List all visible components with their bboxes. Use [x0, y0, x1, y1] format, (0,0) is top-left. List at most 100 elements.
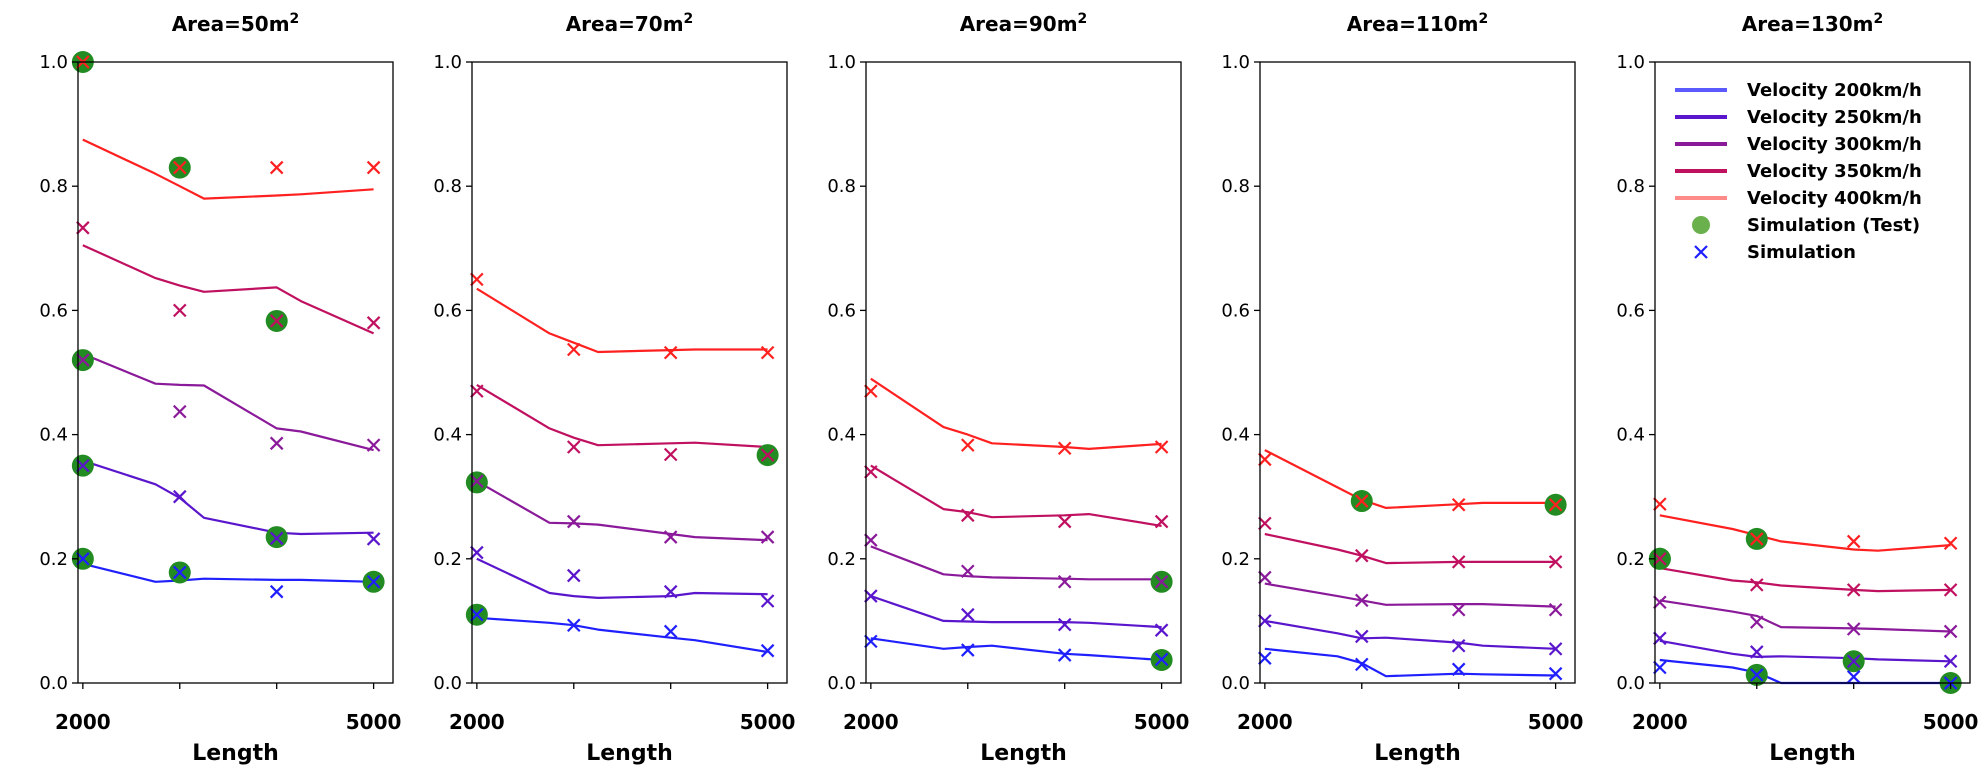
sim-marker	[1154, 652, 1169, 667]
sim-marker-stroke	[1548, 555, 1563, 569]
sim-marker-stroke	[663, 345, 678, 360]
sim-marker-stroke	[760, 345, 775, 360]
sim-marker	[1258, 651, 1272, 665]
sim-marker-stroke	[470, 474, 484, 488]
legend-label: Simulation	[1747, 242, 1856, 263]
sim-marker	[1653, 595, 1667, 610]
sim-marker-stroke	[470, 272, 484, 287]
series-line	[870, 464, 1162, 527]
sim-marker-stroke	[1354, 629, 1369, 644]
sim-marker-stroke	[366, 532, 381, 546]
y-tick-label: 0.6	[39, 300, 68, 321]
sim-marker	[1653, 497, 1667, 511]
series-line	[1659, 599, 1951, 633]
sim-marker-stroke	[1258, 614, 1272, 628]
series-line	[1264, 619, 1556, 650]
sim-marker-stroke	[1846, 583, 1861, 597]
x-tick-label: 5000	[740, 710, 796, 734]
plot-frame	[1654, 61, 1971, 684]
sim-marker-stroke	[269, 314, 284, 328]
title-prefix: Area=	[172, 12, 241, 36]
sim-marker-stroke	[1653, 631, 1667, 646]
sim-marker	[1451, 497, 1466, 512]
sim-marker-stroke	[172, 404, 187, 419]
sim-marker	[1451, 555, 1466, 569]
y-tick-label: 1.0	[39, 52, 68, 73]
sim-marker-stroke	[1354, 657, 1369, 672]
sim-marker	[864, 589, 878, 603]
sim-marker	[1653, 552, 1667, 566]
sim-marker	[663, 584, 678, 599]
legend-item: Simulation (Test)	[1692, 215, 1920, 236]
sim-marker-stroke	[760, 594, 775, 608]
sim-marker-stroke	[1057, 648, 1072, 662]
sim-marker	[1258, 516, 1272, 531]
sim-marker	[269, 584, 284, 599]
legend-x-swatch	[1694, 245, 1708, 259]
title-prefix: Area=	[566, 12, 635, 36]
sim-marker-stroke	[1451, 638, 1466, 653]
sim-marker	[566, 440, 581, 454]
x-axis-label: Length	[1769, 741, 1856, 766]
series-line	[476, 557, 768, 600]
sim-marker	[470, 607, 484, 622]
sim-marker	[1846, 670, 1861, 684]
sim-marker-stroke	[1057, 574, 1072, 589]
sim-marker	[960, 607, 975, 622]
sim-marker-stroke	[1548, 497, 1563, 512]
y-tick-label: 0.8	[1221, 176, 1250, 197]
plot-frame	[865, 61, 1182, 684]
sim-marker-stroke	[1653, 552, 1667, 566]
x-tick-label: 2000	[1237, 710, 1293, 734]
plot-frame	[77, 61, 394, 684]
sim-marker-stroke	[1451, 497, 1466, 512]
panel-3: Area=90m2 0.0 0.2 0.4 0.6 0.8 1.0 2000 5000 Lengt…	[827, 11, 1189, 766]
sim-marker	[1943, 536, 1958, 551]
sim-marker	[663, 530, 678, 544]
legend-circle-swatch	[1692, 216, 1710, 234]
sim-marker-stroke	[960, 607, 975, 622]
sim-marker	[366, 160, 381, 175]
sim-marker	[760, 345, 775, 360]
x-axis-label: Length	[586, 741, 673, 766]
sim-marker-stroke	[663, 624, 678, 639]
legend-label: Velocity 300km/h	[1747, 134, 1922, 155]
legend-label: Velocity 350km/h	[1747, 161, 1922, 182]
sim-marker-stroke	[76, 221, 90, 235]
plot-frame	[471, 61, 788, 684]
y-tick-label: 0.4	[433, 425, 462, 446]
sim-marker-stroke	[566, 514, 581, 529]
sim-marker	[1548, 666, 1563, 681]
series-line	[476, 383, 768, 449]
title-superscript: 2	[1479, 11, 1489, 27]
sim-marker-stroke	[76, 552, 90, 566]
sim-marker-stroke	[1548, 602, 1563, 617]
sim-marker-stroke	[1846, 622, 1861, 636]
sim-marker	[1749, 645, 1764, 659]
sim-marker	[269, 531, 284, 546]
sim-marker	[1354, 629, 1369, 644]
sim-marker-stroke	[366, 574, 381, 589]
series-line	[1264, 449, 1556, 509]
sim-marker-stroke	[960, 438, 975, 452]
series-line	[82, 138, 374, 200]
legend-label: Velocity 250km/h	[1747, 107, 1922, 128]
sim-marker-stroke	[1354, 494, 1369, 508]
sim-marker	[1154, 623, 1169, 637]
x-tick-label: 5000	[1528, 710, 1584, 734]
sim-marker	[269, 436, 284, 451]
x-tick-label: 2000	[843, 710, 899, 734]
sim-marker	[566, 618, 581, 633]
sim-marker	[1548, 555, 1563, 569]
panel-5: Area=130m2 0.0 0.2 0.4 0.6 0.8 1.0 2000 5000 Leng…	[1616, 11, 1978, 766]
sim-marker-stroke	[1354, 548, 1369, 563]
sim-marker	[1354, 657, 1369, 672]
sim-marker	[663, 345, 678, 360]
legend-label: Velocity 400km/h	[1747, 188, 1922, 209]
panel-title: Area=50m2	[172, 11, 300, 36]
sim-marker-stroke	[566, 568, 581, 583]
series-line	[1659, 639, 1951, 663]
legend-item: Velocity 350km/h	[1675, 161, 1922, 182]
y-tick-label: 0.6	[1221, 300, 1250, 321]
sim-marker-stroke	[470, 384, 484, 398]
